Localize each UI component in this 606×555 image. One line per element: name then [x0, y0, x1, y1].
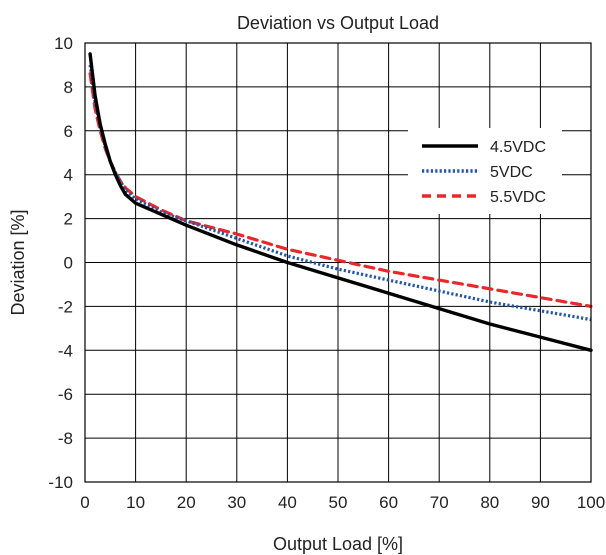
y-tick-label: -6	[58, 385, 73, 404]
legend-label: 5.5VDC	[490, 189, 546, 206]
series-line-4.5vdc	[88, 52, 593, 352]
series-line-5vdc	[88, 64, 592, 322]
y-tick-label: 2	[64, 210, 73, 229]
x-tick-label: 60	[379, 493, 398, 512]
y-tick-labels: -10 -8 -6 -4 -2 0 2 4 6 8 10	[48, 34, 73, 492]
y-tick-label: -10	[48, 473, 73, 492]
legend-box	[408, 128, 562, 214]
y-tick-label: -2	[58, 297, 73, 316]
plot-frame	[84, 42, 592, 483]
x-tick-label: 10	[126, 493, 145, 512]
x-tick-label: 50	[329, 493, 348, 512]
series-layer	[88, 52, 593, 352]
y-tick-label: 6	[64, 122, 73, 141]
x-tick-labels: 0 10 20 30 40 50 60 70 80 90 100	[80, 493, 605, 512]
x-tick-label: 40	[278, 493, 297, 512]
y-tick-label: -8	[58, 429, 73, 448]
x-tick-label: 70	[430, 493, 449, 512]
y-tick-label: 10	[54, 34, 73, 53]
chart-title: Deviation vs Output Load	[237, 13, 439, 33]
legend-label: 5VDC	[490, 164, 533, 181]
y-axis-title: Deviation [%]	[8, 209, 28, 315]
legend-label: 4.5VDC	[490, 139, 546, 156]
y-tick-label: 4	[64, 166, 73, 185]
x-tick-label: 100	[577, 493, 605, 512]
x-axis-title: Output Load [%]	[273, 534, 403, 554]
x-tick-label: 30	[227, 493, 246, 512]
x-tick-label: 80	[480, 493, 499, 512]
y-tick-label: -4	[58, 341, 73, 360]
x-tick-label: 90	[531, 493, 550, 512]
x-tick-label: 20	[177, 493, 196, 512]
y-tick-label: 8	[64, 78, 73, 97]
legend: 4.5VDC 5VDC 5.5VDC	[408, 128, 562, 214]
x-tick-label: 0	[80, 493, 89, 512]
grid	[84, 42, 592, 483]
y-tick-label: 0	[64, 254, 73, 273]
